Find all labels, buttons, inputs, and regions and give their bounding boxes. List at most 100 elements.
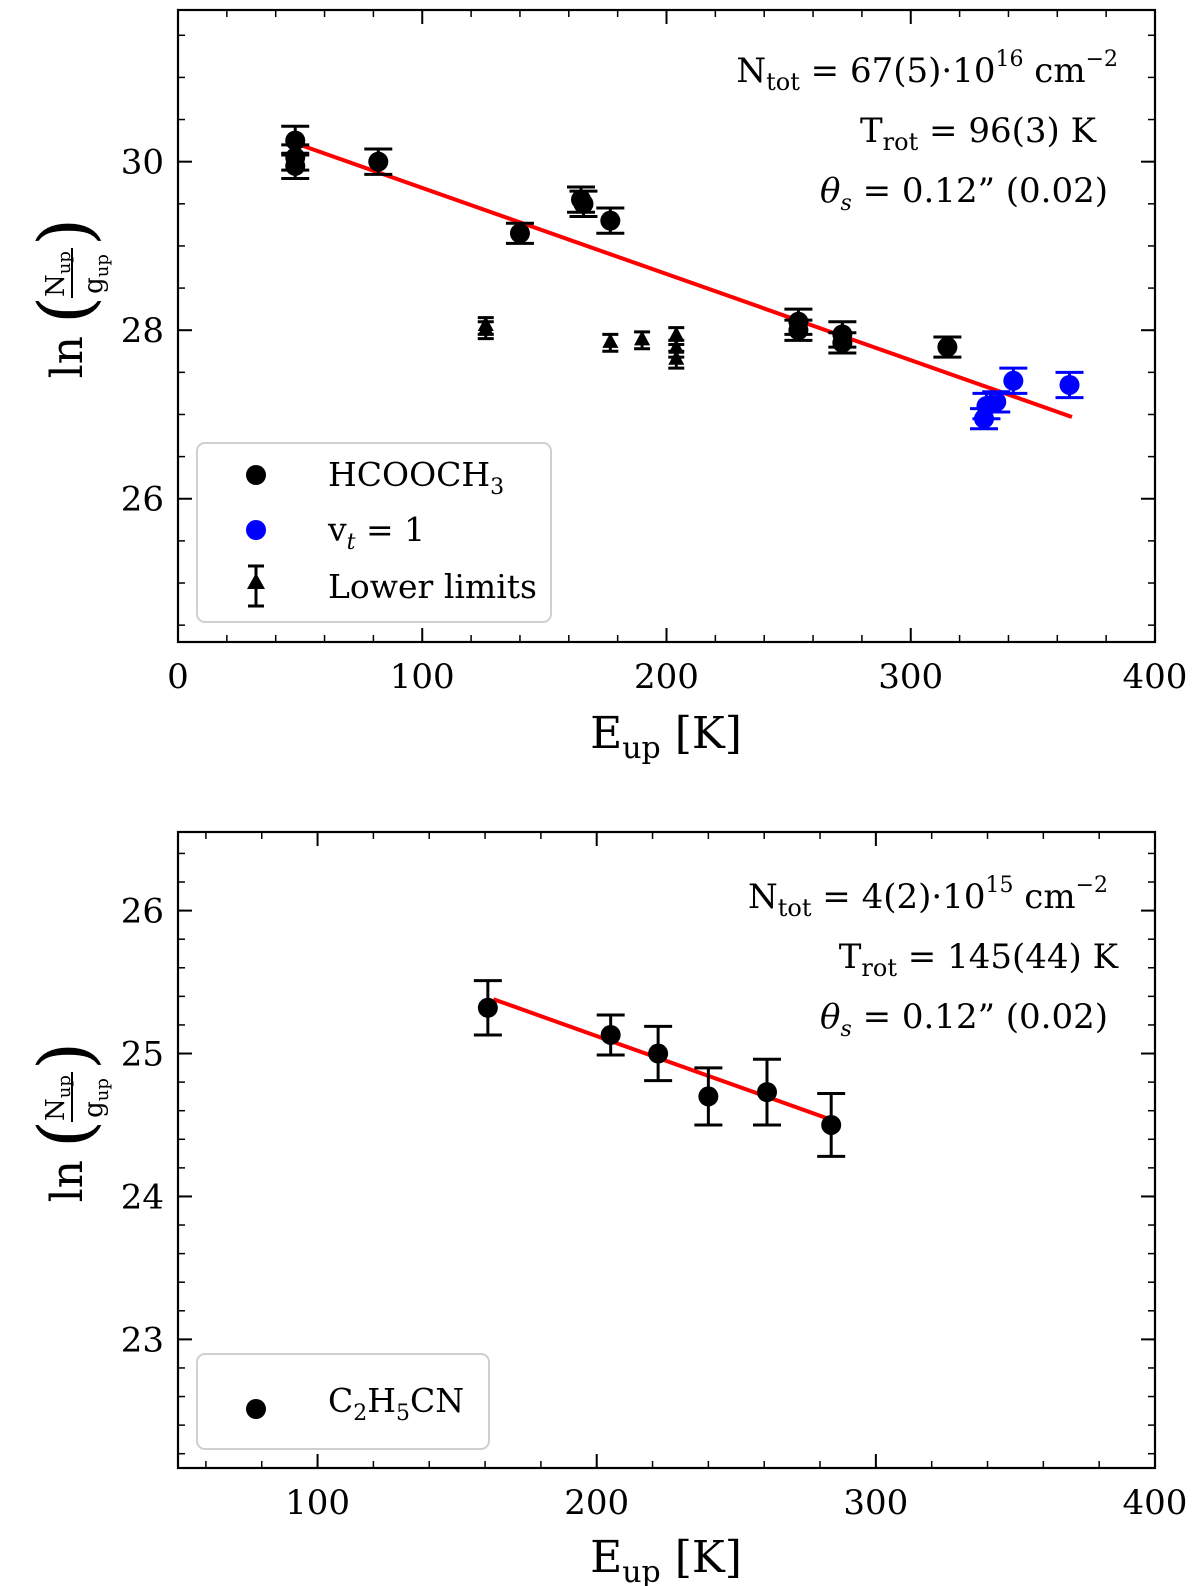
y-tick-label: 28 [121, 311, 164, 351]
marker-circle [368, 151, 389, 172]
data-point-lower-limits [634, 330, 651, 351]
data-point-c2h5cn [644, 1024, 673, 1083]
svg-text:Nup: Nup [41, 1075, 75, 1121]
marker-circle [509, 223, 530, 244]
data-point-c2h5cn [596, 1013, 625, 1057]
svg-text:ln: ln [42, 1160, 93, 1202]
x-tick-label: 400 [1123, 1483, 1188, 1523]
x-tick-label: 300 [843, 1483, 908, 1523]
x-tick-label: 400 [1123, 657, 1188, 697]
marker-circle [1059, 374, 1080, 395]
marker-triangle [668, 349, 685, 365]
tick-labels: 100 200 300 400 23 24 25 26 [121, 892, 1188, 1523]
marker-circle [986, 391, 1007, 412]
annotation-ntot: Ntot = 67(5)·1016 cm−2 [736, 47, 1118, 96]
axis-ticks [178, 832, 1156, 1468]
plot-frame [176, 830, 1157, 1470]
y-axis-label: ln ( Nup gup ) [23, 1042, 113, 1203]
marker-triangle [634, 330, 651, 346]
data-point-lower-limits [602, 332, 619, 353]
data-point-c2h5cn [694, 1066, 723, 1127]
y-axis-label: ln ( Nup gup ) [23, 218, 113, 379]
panel-c2h5cn: 100 200 300 400 23 24 25 26 Eup [K] ln ( Nup gu… [23, 830, 1188, 1586]
annotation-theta: θs = 0.12” (0.02) [820, 171, 1108, 216]
svg-text:(: ( [23, 296, 107, 324]
marker-circle [600, 1024, 621, 1045]
marker-circle [821, 1114, 842, 1135]
marker-triangle [668, 326, 685, 342]
data-point-hcooch3 [828, 331, 857, 355]
marker-circle [698, 1086, 719, 1107]
y-tick-label: 25 [121, 1035, 164, 1075]
marker-triangle [602, 332, 619, 348]
data-point-hcooch3 [933, 335, 962, 359]
tick-labels: 0 100 200 300 400 26 28 30 [121, 143, 1188, 697]
y-tick-label: 23 [121, 1320, 164, 1360]
panel-hcooch3: 0 100 200 300 400 26 28 30 Eup [K] ln ( Nup gup… [23, 8, 1188, 766]
marker-circle [285, 155, 306, 176]
legend-label-vt1: vt = 1 [327, 510, 425, 555]
legend: HCOOCH3 vt = 1 Lower limits [196, 442, 552, 623]
data-point-hcooch3 [569, 189, 598, 218]
legend-marker-lower-limits [247, 564, 265, 608]
marker-circle [937, 337, 958, 358]
y-tick-label: 24 [121, 1177, 164, 1217]
data-point-c2h5cn [473, 979, 502, 1037]
svg-text:gup: gup [79, 1078, 113, 1118]
data-point-hcooch3 [281, 151, 310, 181]
data-point-hcooch3 [596, 206, 625, 235]
fit-line [299, 142, 1073, 419]
marker-circle [756, 1082, 777, 1103]
axis-ticks [177, 10, 1156, 642]
data-point-hcooch3 [505, 221, 534, 245]
svg-text:Nup: Nup [41, 251, 75, 297]
svg-text:gup: gup [79, 254, 113, 294]
data-point-v-t-1 [999, 366, 1028, 395]
y-tick-label: 26 [121, 892, 164, 932]
marker-circle [648, 1043, 669, 1064]
marker-triangle [477, 320, 494, 336]
marker-circle [788, 320, 809, 341]
marker-circle [573, 193, 594, 214]
legend-marker-vt1 [246, 520, 266, 540]
legend-marker-c2h5cn [246, 1399, 266, 1419]
data-points-group [281, 124, 1084, 431]
x-tick-label: 200 [634, 657, 699, 697]
x-tick-label: 100 [390, 657, 455, 697]
legend-label-hcooch3: HCOOCH3 [328, 455, 504, 500]
x-tick-label: 100 [285, 1483, 350, 1523]
data-point-v-t-1 [1055, 370, 1084, 400]
marker-circle [477, 997, 498, 1018]
annotation-ntot: Ntot = 4(2)·1015 cm−2 [748, 873, 1108, 922]
x-tick-label: 200 [564, 1483, 629, 1523]
svg-text:ln: ln [42, 336, 93, 378]
data-point-c2h5cn [817, 1092, 846, 1158]
annotation-trot: Trot = 96(3) K [860, 111, 1097, 156]
marker-circle [600, 210, 621, 231]
legend: C2H5CN [196, 1353, 490, 1450]
y-tick-label: 30 [121, 143, 164, 183]
data-points-group [473, 979, 846, 1158]
legend-marker-hcooch3 [246, 465, 266, 485]
data-point-v-t-1 [982, 390, 1011, 414]
data-point-lower-limits [668, 349, 685, 370]
plot-frame [176, 8, 1157, 644]
legend-box [196, 1353, 490, 1450]
svg-text:(: ( [23, 1120, 107, 1148]
legend-label-lower-limits: Lower limits [328, 567, 537, 606]
annotation-theta: θs = 0.12” (0.02) [820, 997, 1108, 1042]
data-point-hcooch3 [784, 318, 813, 342]
data-point-lower-limits [477, 320, 494, 341]
svg-text:): ) [23, 218, 107, 246]
data-point-hcooch3 [364, 147, 393, 176]
legend-box [196, 442, 552, 623]
x-tick-label: 0 [167, 657, 189, 697]
x-tick-label: 300 [878, 657, 943, 697]
data-point-c2h5cn [752, 1057, 781, 1127]
marker-circle [832, 332, 853, 353]
marker-circle [1003, 370, 1024, 391]
x-axis-label: Eup [K] [590, 708, 742, 766]
x-axis-label: Eup [K] [590, 1532, 742, 1586]
fit-line-group [299, 142, 1073, 419]
